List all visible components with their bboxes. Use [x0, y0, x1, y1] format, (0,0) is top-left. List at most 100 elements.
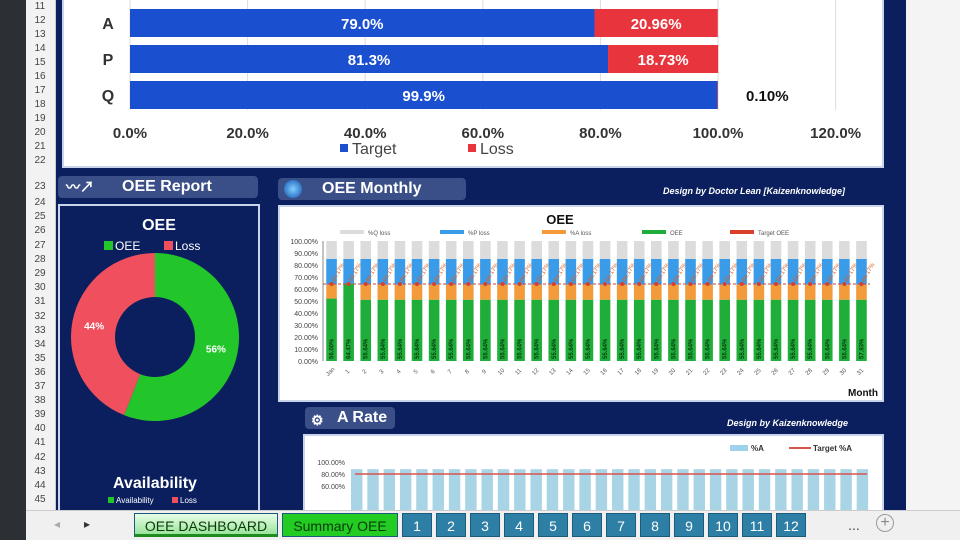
x-tick-label: 2 — [362, 369, 369, 376]
sheet-tab[interactable]: 3 — [470, 513, 500, 537]
sheet-tab[interactable]: OEE DASHBOARD — [134, 513, 278, 537]
row-number[interactable]: 29 — [34, 268, 46, 279]
row-number[interactable]: 43 — [34, 466, 46, 477]
sheet-tab[interactable]: 2 — [436, 513, 466, 537]
row-number[interactable]: 28 — [34, 254, 46, 265]
row-number[interactable]: 24 — [34, 197, 46, 208]
a-loss-bar — [821, 284, 833, 300]
row-number[interactable]: 14 — [34, 43, 46, 54]
row-number[interactable]: 22 — [34, 155, 46, 166]
target-point — [449, 281, 454, 286]
row-number[interactable]: 37 — [34, 381, 46, 392]
loss-bar — [717, 81, 718, 109]
x-tick-label: 31 — [856, 367, 865, 376]
a-rate-bar — [514, 469, 526, 540]
row-number[interactable]: 23 — [34, 181, 46, 192]
sheet-tab[interactable]: 8 — [640, 513, 670, 537]
oee-value-label: 55.64% — [381, 338, 387, 359]
x-tick-label: 1 — [345, 369, 352, 376]
oee-bar — [856, 299, 867, 361]
p-loss-bar — [839, 259, 850, 285]
chart-title: OEE — [546, 212, 574, 227]
a-rate-bar — [432, 469, 444, 540]
oee-bar — [651, 299, 662, 361]
row-number[interactable]: 44 — [34, 480, 46, 491]
p-loss-bar — [445, 259, 457, 285]
q-loss-bar — [480, 241, 491, 259]
row-number[interactable]: 35 — [34, 353, 46, 364]
a-loss-bar — [804, 284, 816, 300]
sheet-tab[interactable]: 5 — [538, 513, 568, 537]
a-rate-bar — [595, 469, 608, 540]
q-loss-bar — [702, 241, 713, 259]
oee-bar — [787, 299, 799, 361]
a-loss-bar — [480, 284, 491, 300]
sheet-tab[interactable]: 4 — [504, 513, 534, 537]
sheet-tab[interactable]: 9 — [674, 513, 704, 537]
target-point — [329, 281, 334, 286]
row-number[interactable]: 31 — [34, 296, 46, 307]
donut-slice — [70, 253, 155, 416]
y-tick-label: 50.00% — [294, 299, 318, 306]
row-number[interactable]: 34 — [34, 339, 46, 350]
row-number[interactable]: 30 — [34, 282, 46, 293]
target-label: 81.3% — [348, 52, 391, 69]
q-loss-bar — [360, 241, 372, 259]
oee-value-label: 55.64% — [466, 338, 472, 359]
row-number[interactable]: 18 — [34, 99, 46, 110]
legend-swatch — [164, 241, 173, 250]
row-number[interactable]: 20 — [34, 127, 46, 138]
sheet-tab[interactable]: 1 — [402, 513, 432, 537]
row-number[interactable]: 25 — [34, 211, 46, 222]
row-number[interactable]: 17 — [34, 85, 46, 96]
row-number[interactable]: 21 — [34, 141, 46, 152]
add-sheet-icon[interactable]: + — [876, 514, 894, 532]
oee-value-label: 55.64% — [774, 338, 780, 359]
row-number[interactable]: 13 — [34, 29, 46, 40]
row-number[interactable]: 36 — [34, 367, 46, 378]
row-number[interactable]: 40 — [34, 423, 46, 434]
row-number[interactable]: 15 — [34, 57, 46, 68]
legend-swatch — [440, 230, 464, 234]
sheet-tab[interactable]: 12 — [776, 513, 806, 537]
q-loss-bar — [411, 241, 423, 259]
sheet-tab[interactable]: 7 — [606, 513, 636, 537]
row-number[interactable]: 42 — [34, 452, 46, 463]
row-number[interactable]: 38 — [34, 395, 46, 406]
row-number[interactable]: 19 — [34, 113, 46, 124]
sheet-tab[interactable]: Summary OEE — [282, 513, 398, 537]
a-loss-bar — [377, 284, 389, 300]
row-headers: 11 12 13 14 15 16 17 18 19 20 21 22 23 24 25 26 27 28 29 30… — [26, 0, 56, 510]
oee-value-label: 55.64% — [500, 338, 506, 359]
scroll-right-icon[interactable]: ▸ — [84, 517, 91, 531]
oee-bar — [394, 299, 406, 361]
x-tick-label: 80.0% — [579, 125, 622, 142]
row-number[interactable]: 16 — [34, 71, 46, 82]
oee-value-label: 55.64% — [654, 338, 660, 359]
row-number[interactable]: 12 — [34, 15, 46, 26]
row-number[interactable]: 32 — [34, 311, 46, 322]
row-number[interactable]: 39 — [34, 409, 46, 420]
donut-slice — [124, 253, 240, 421]
oee-bar — [377, 299, 389, 361]
a-rate-bar — [726, 469, 738, 540]
y-tick-label: 60.00% — [294, 287, 318, 294]
scroll-left-icon[interactable]: ◂ — [54, 517, 61, 531]
a-loss-bar — [531, 284, 542, 300]
sheet-tab[interactable]: 10 — [708, 513, 738, 537]
legend-loss-swatch — [468, 144, 476, 152]
row-number[interactable]: 45 — [34, 494, 46, 505]
sheet-tab[interactable]: 6 — [572, 513, 602, 537]
legend-swatch — [542, 230, 566, 234]
sheet-tab[interactable]: 11 — [742, 513, 772, 537]
sheet-tab[interactable]: ... — [848, 517, 860, 533]
a-rate-bar — [677, 469, 689, 540]
row-number[interactable]: 27 — [34, 240, 46, 251]
row-number[interactable]: 11 — [34, 1, 46, 12]
legend-label: OEE — [115, 239, 140, 253]
row-number[interactable]: 33 — [34, 325, 46, 336]
oee-value-label: 55.64% — [620, 338, 626, 359]
oee-bar — [616, 299, 628, 361]
row-number[interactable]: 41 — [34, 437, 46, 448]
row-number[interactable]: 26 — [34, 225, 46, 236]
